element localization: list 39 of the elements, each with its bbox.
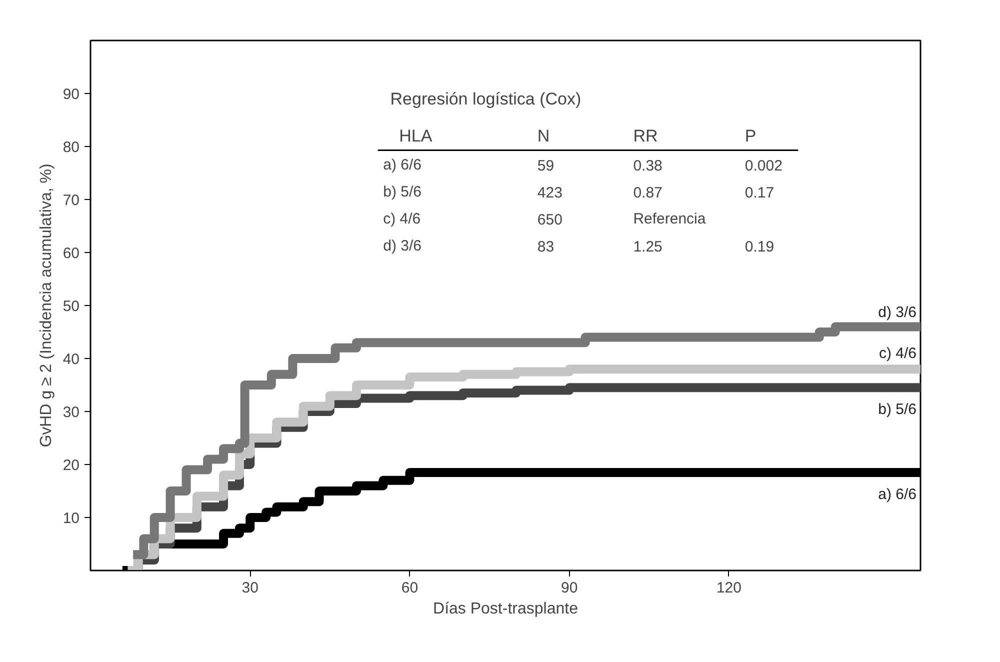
annotation: N xyxy=(537,126,550,146)
y-tick-label: 40 xyxy=(62,351,80,368)
x-axis-title: Días Post-trasplante xyxy=(433,600,578,618)
x-tick-label: 60 xyxy=(401,580,418,596)
annotation: 0.87 xyxy=(633,184,662,202)
annotation: 650 xyxy=(537,212,562,229)
series-label: b) 5/6 xyxy=(878,401,916,418)
y-tick-label: 10 xyxy=(62,510,80,527)
annotation: Referencia xyxy=(633,210,706,228)
annotation: 0.19 xyxy=(744,238,774,256)
x-tick-label: 30 xyxy=(242,580,258,596)
y-tick-label: 90 xyxy=(62,86,80,103)
annotation: 0.17 xyxy=(744,184,774,202)
annotation: 423 xyxy=(537,184,562,202)
y-tick-label: 60 xyxy=(62,245,80,262)
y-tick-label: 70 xyxy=(62,192,80,209)
annotation: HLA xyxy=(399,126,433,146)
annotation: d) 3/6 xyxy=(383,238,422,255)
series-label: d) 3/6 xyxy=(878,304,916,322)
annotation: 0.38 xyxy=(633,158,662,175)
y-tick-label: 80 xyxy=(62,139,80,156)
annotation: 83 xyxy=(537,238,554,256)
y-tick-label: 20 xyxy=(62,457,80,474)
x-tick-label: 90 xyxy=(561,580,578,596)
y-tick-label: 50 xyxy=(62,298,80,315)
series-label: a) 6/6 xyxy=(878,486,916,503)
annotation: c) 4/6 xyxy=(383,210,421,228)
annotation: 1.25 xyxy=(633,238,662,256)
annotation: 59 xyxy=(537,158,554,175)
y-tick-label: 30 xyxy=(62,404,80,421)
annotation: b) 5/6 xyxy=(383,184,422,201)
annotation: RR xyxy=(633,126,658,146)
y-axis-title: GvHD g ≥ 2 (Incidencia acumulativa, %) xyxy=(38,164,55,448)
annotation: 0.002 xyxy=(744,158,782,175)
x-tick-label: 120 xyxy=(716,580,742,596)
annotation: a) 6/6 xyxy=(383,156,422,174)
series-label: c) 4/6 xyxy=(878,344,916,362)
annotation: P xyxy=(744,126,756,146)
annotation: Regresión logística (Cox) xyxy=(390,89,582,108)
